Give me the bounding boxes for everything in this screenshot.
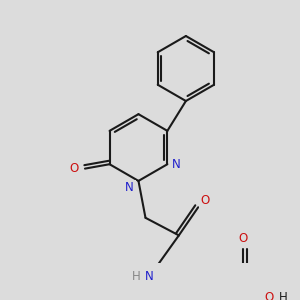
- Text: O: O: [201, 194, 210, 207]
- Text: H: H: [279, 291, 288, 300]
- Text: O: O: [265, 291, 274, 300]
- Text: H: H: [132, 270, 141, 283]
- Text: O: O: [70, 162, 79, 175]
- Polygon shape: [152, 272, 201, 279]
- Text: N: N: [125, 182, 134, 194]
- Text: N: N: [172, 158, 181, 171]
- Text: O: O: [238, 232, 247, 244]
- Text: N: N: [145, 270, 153, 283]
